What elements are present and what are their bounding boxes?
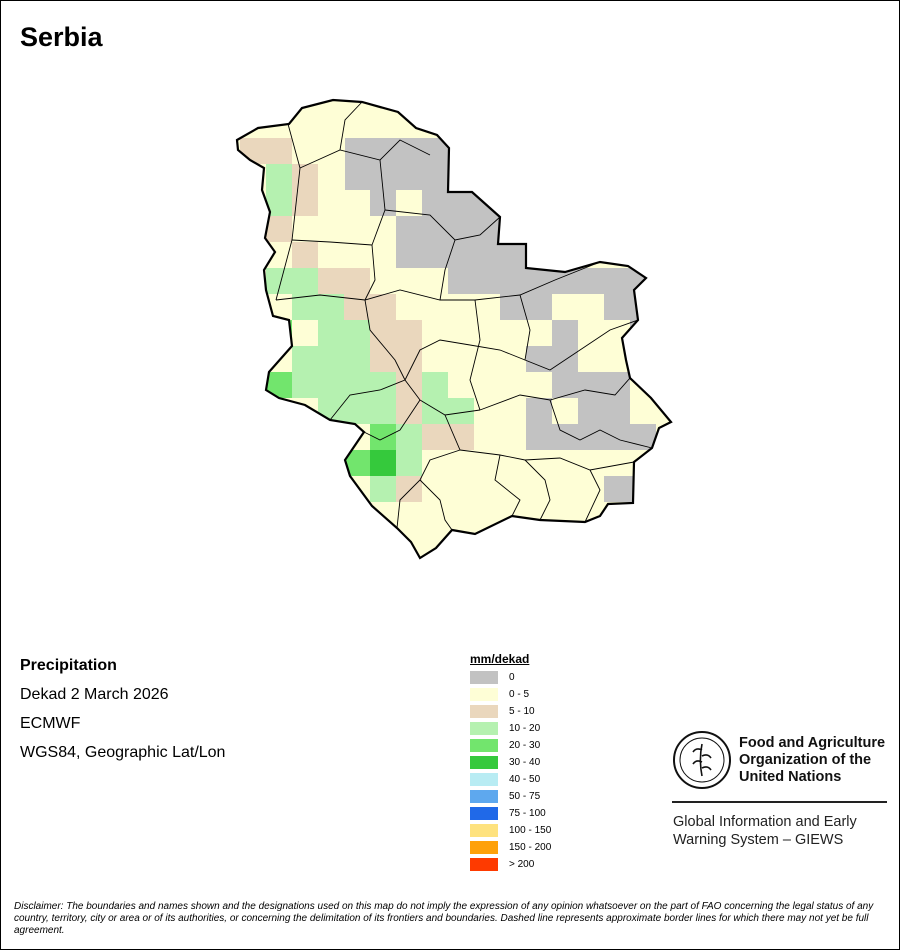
legend-item: 40 - 50 (470, 771, 551, 788)
legend-item: 5 - 10 (470, 703, 551, 720)
legend-item: 75 - 100 (470, 805, 551, 822)
legend-swatch (470, 824, 498, 837)
precipitation-map (235, 98, 673, 560)
legend-label: 10 - 20 (509, 723, 541, 734)
source-label: ECMWF (20, 715, 81, 732)
legend-item: > 200 (470, 856, 551, 873)
legend-item: 100 - 150 (470, 822, 551, 839)
variable-label: Precipitation (20, 657, 117, 674)
divider (672, 801, 887, 803)
legend-item: 30 - 40 (470, 754, 551, 771)
legend-swatch (470, 858, 498, 871)
legend-label: 30 - 40 (509, 757, 541, 768)
giews-name: Global Information and Early Warning Sys… (673, 814, 857, 848)
fao-logo-icon (673, 731, 731, 789)
legend-swatch (470, 790, 498, 803)
legend-label: 0 (509, 672, 515, 683)
map-info: Precipitation Dekad 2 March 2026 ECMWF W… (20, 655, 225, 771)
period-label: Dekad 2 March 2026 (20, 686, 169, 703)
organization-name: Food and Agriculture Organization of the… (739, 735, 886, 785)
legend-swatch (470, 841, 498, 854)
legend-label: > 200 (509, 859, 535, 870)
legend-label: 5 - 10 (509, 706, 535, 717)
legend-swatch (470, 756, 498, 769)
legend-label: 50 - 75 (509, 791, 541, 802)
legend-title: mm/dekad (470, 652, 530, 666)
map-title: Serbia (20, 22, 103, 52)
legend-label: 40 - 50 (509, 774, 541, 785)
legend-item: 50 - 75 (470, 788, 551, 805)
projection-label: WGS84, Geographic Lat/Lon (20, 744, 226, 761)
legend-label: 150 - 200 (509, 842, 552, 853)
legend-item: 0 - 5 (470, 686, 551, 703)
disclaimer: Disclaimer: The boundaries and names sho… (14, 901, 874, 936)
legend-label: 100 - 150 (509, 825, 552, 836)
legend-swatch (470, 739, 498, 752)
legend-swatch (470, 705, 498, 718)
legend-item: 20 - 30 (470, 737, 551, 754)
legend-item: 10 - 20 (470, 720, 551, 737)
legend-item: 0 (470, 669, 551, 686)
legend-label: 20 - 30 (509, 740, 541, 751)
legend: mm/dekad 0 0 - 5 5 - 10 10 - 20 20 - 30 30 - … (470, 652, 551, 873)
legend-items: 0 0 - 5 5 - 10 10 - 20 20 - 30 30 - 40 40 - 50… (470, 669, 551, 873)
precipitation-grid (237, 100, 671, 558)
legend-item: 150 - 200 (470, 839, 551, 856)
legend-swatch (470, 807, 498, 820)
district-boundaries (275, 101, 653, 531)
legend-label: 75 - 100 (509, 808, 546, 819)
legend-swatch (470, 671, 498, 684)
legend-label: 0 - 5 (509, 689, 530, 700)
legend-swatch (470, 773, 498, 786)
legend-swatch (470, 722, 498, 735)
legend-swatch (470, 688, 498, 701)
